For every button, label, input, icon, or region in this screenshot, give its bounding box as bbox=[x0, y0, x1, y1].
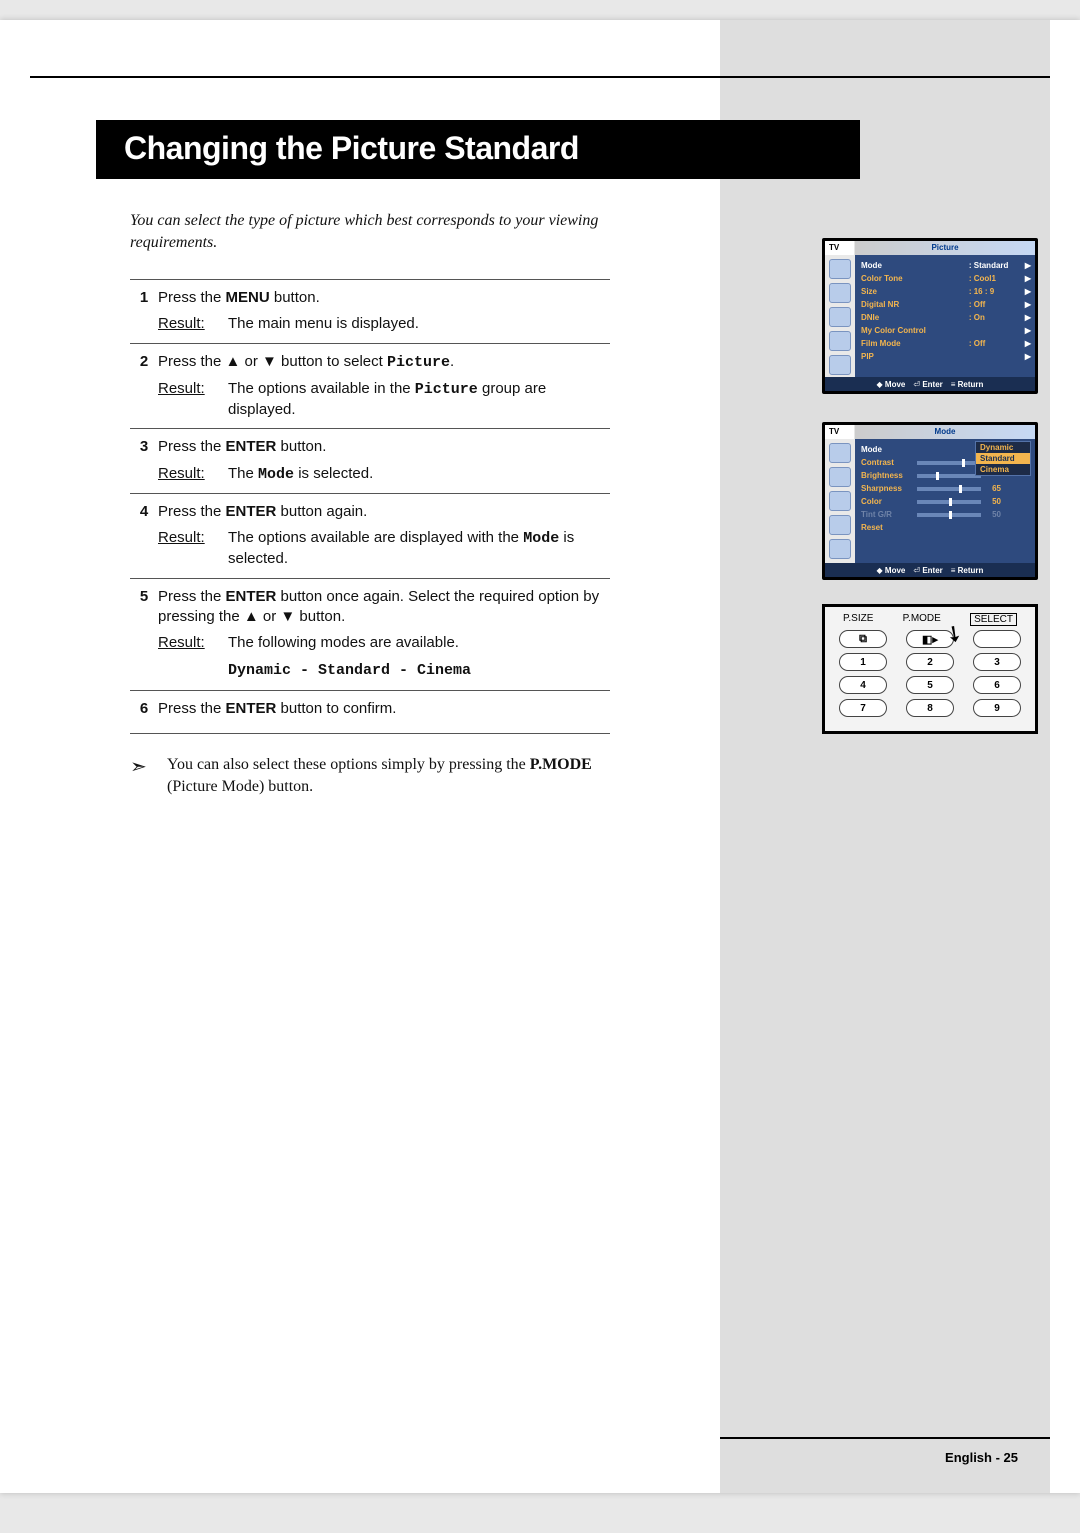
top-rule bbox=[30, 76, 1050, 78]
title-accent bbox=[96, 120, 108, 179]
osd-tab-label: Mode bbox=[855, 425, 1035, 439]
osd-row: My Color Control▶ bbox=[861, 324, 1031, 337]
osd-footer: ◆ Move ⏎ Enter ≡ Return bbox=[825, 563, 1035, 577]
remote-select-button bbox=[973, 630, 1021, 648]
remote-label-select: SELECT bbox=[970, 613, 1017, 626]
remote-number-grid: 1 2 3 4 5 6 7 8 9 bbox=[833, 653, 1027, 717]
osd-icon-strip bbox=[825, 439, 855, 563]
osd-icon bbox=[829, 307, 851, 327]
osd-body: Mode: Standard▶Color Tone: Cool1▶Size: 1… bbox=[825, 255, 1035, 377]
osd-icon bbox=[829, 467, 851, 487]
osd-row: Tint G/R50 bbox=[861, 508, 1031, 521]
remote-num-button: 2 bbox=[906, 653, 954, 671]
osd-icon-strip bbox=[825, 255, 855, 377]
remote-num-button: 3 bbox=[973, 653, 1021, 671]
osd-titlebar: TV Mode bbox=[825, 425, 1035, 439]
osd-tv-label: TV bbox=[825, 425, 855, 439]
step-row: 5Press the ENTER button once again. Sele… bbox=[130, 579, 610, 691]
bottom-rule bbox=[720, 1437, 1050, 1439]
osd-icon bbox=[829, 355, 851, 375]
mode-option: Dynamic bbox=[976, 442, 1030, 453]
osd-row: Color Tone: Cool1▶ bbox=[861, 272, 1031, 285]
osd-icon bbox=[829, 515, 851, 535]
title-block: Changing the Picture Standard bbox=[96, 120, 860, 179]
remote-label-pmode: P.MODE bbox=[903, 613, 941, 626]
steps-list: 1Press the MENU button.Result:The main m… bbox=[130, 279, 610, 734]
osd-icon bbox=[829, 539, 851, 559]
osd-icon bbox=[829, 283, 851, 303]
osd-icon bbox=[829, 443, 851, 463]
osd-tv-label: TV bbox=[825, 241, 855, 255]
osd-icon bbox=[829, 259, 851, 279]
mode-option: Standard bbox=[976, 453, 1030, 464]
remote-icon-row: ⧉ ◧▸ bbox=[833, 630, 1027, 648]
note-arrow-icon: ➣ bbox=[130, 754, 167, 797]
osd-row: Mode: Standard▶ bbox=[861, 259, 1031, 272]
osd-hint-enter: ⏎ Enter bbox=[913, 566, 942, 575]
remote-num-button: 7 bbox=[839, 699, 887, 717]
remote-diagram: P.SIZE P.MODE SELECT ⧉ ◧▸ 123456789 ➘ bbox=[822, 604, 1038, 734]
osd-row: Color50 bbox=[861, 495, 1031, 508]
osd-body: Mode:ContrastBrightnessSharpness65Color5… bbox=[825, 439, 1035, 563]
osd-row: Size: 16 : 9▶ bbox=[861, 285, 1031, 298]
step-row: 6Press the ENTER button to confirm. bbox=[130, 691, 610, 734]
osd-tab-label: Picture bbox=[855, 241, 1035, 255]
osd-titlebar: TV Picture bbox=[825, 241, 1035, 255]
osd-picture-menu: TV Picture Mode: Standard▶Color Tone: Co… bbox=[822, 238, 1038, 394]
step-row: 3Press the ENTER button.Result:The Mode … bbox=[130, 429, 610, 494]
osd-hint-move: ◆ Move bbox=[877, 380, 906, 389]
remote-num-button: 6 bbox=[973, 676, 1021, 694]
page-number: English - 25 bbox=[945, 1450, 1018, 1465]
osd-option-list: Mode:ContrastBrightnessSharpness65Color5… bbox=[855, 439, 1035, 563]
content-column: You can select the type of picture which… bbox=[130, 210, 610, 797]
osd-mode-menu: TV Mode Mode:ContrastBrightnessSharpness… bbox=[822, 422, 1038, 580]
osd-footer: ◆ Move ⏎ Enter ≡ Return bbox=[825, 377, 1035, 391]
osd-hint-return: ≡ Return bbox=[951, 566, 984, 575]
osd-row: Digital NR: Off▶ bbox=[861, 298, 1031, 311]
remote-row: 7 8 9 bbox=[833, 699, 1027, 717]
osd-hint-enter: ⏎ Enter bbox=[913, 380, 942, 389]
intro-text: You can select the type of picture which… bbox=[130, 210, 610, 253]
remote-num-button: 1 bbox=[839, 653, 887, 671]
remote-row: 4 5 6 bbox=[833, 676, 1027, 694]
mode-popup: DynamicStandardCinema bbox=[975, 441, 1031, 476]
osd-icon bbox=[829, 331, 851, 351]
remote-num-button: 5 bbox=[906, 676, 954, 694]
osd-row: PIP▶ bbox=[861, 350, 1031, 363]
osd-row: DNIe: On▶ bbox=[861, 311, 1031, 324]
note-text: You can also select these options simply… bbox=[167, 754, 610, 797]
note-block: ➣ You can also select these options simp… bbox=[130, 754, 610, 797]
remote-labels: P.SIZE P.MODE SELECT bbox=[833, 613, 1027, 630]
osd-row: Reset bbox=[861, 521, 1031, 534]
osd-row: Film Mode: Off▶ bbox=[861, 337, 1031, 350]
osd-icon bbox=[829, 491, 851, 511]
mode-option: Cinema bbox=[976, 464, 1030, 475]
remote-num-button: 9 bbox=[973, 699, 1021, 717]
step-row: 1Press the MENU button.Result:The main m… bbox=[130, 280, 610, 344]
manual-page: Changing the Picture Standard You can se… bbox=[0, 20, 1080, 1493]
remote-psize-button: ⧉ bbox=[839, 630, 887, 648]
step-row: 4Press the ENTER button again.Result:The… bbox=[130, 494, 610, 579]
step-row: 2Press the ▲ or ▼ button to select Pictu… bbox=[130, 344, 610, 430]
page-title: Changing the Picture Standard bbox=[108, 120, 860, 179]
remote-num-button: 4 bbox=[839, 676, 887, 694]
osd-hint-move: ◆ Move bbox=[877, 566, 906, 575]
remote-num-button: 8 bbox=[906, 699, 954, 717]
remote-row: 1 2 3 bbox=[833, 653, 1027, 671]
remote-label-psize: P.SIZE bbox=[843, 613, 873, 626]
osd-option-list: Mode: Standard▶Color Tone: Cool1▶Size: 1… bbox=[855, 255, 1035, 377]
osd-hint-return: ≡ Return bbox=[951, 380, 984, 389]
osd-row: Sharpness65 bbox=[861, 482, 1031, 495]
